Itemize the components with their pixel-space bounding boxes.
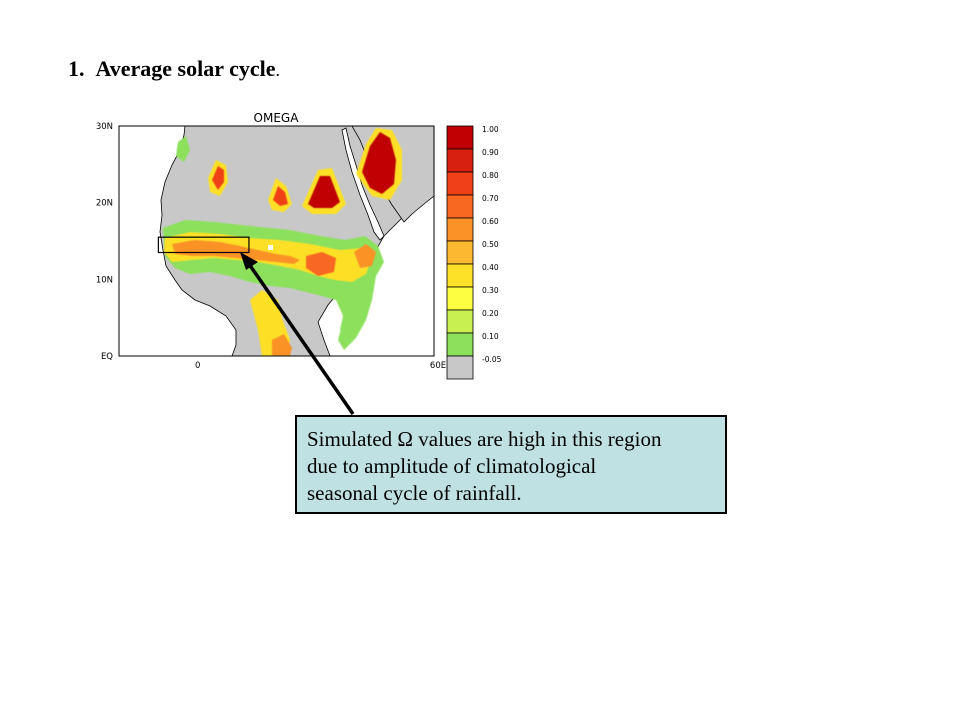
sahara-spot-west-red [212, 166, 224, 190]
latitude-label: 30N [96, 122, 113, 132]
callout-line-2: due to amplitude of climatological [307, 454, 597, 478]
highlighted-region-box [157, 236, 250, 254]
legend-swatch [446, 125, 474, 150]
heading-title: Average solar cycle [95, 56, 276, 81]
northwest-green-patch [176, 136, 190, 162]
longitude-label: 60E [430, 361, 446, 371]
ethiopia-orange [354, 244, 376, 268]
legend-swatch [446, 355, 474, 380]
heading-period: . [275, 60, 281, 80]
arabia-spot-red [362, 132, 396, 194]
map-title: OMEGA [254, 111, 300, 125]
callout-arrow [240, 252, 355, 415]
latitude-label: EQ [101, 352, 113, 362]
legend-swatch [446, 240, 474, 265]
sahara-spot-east-red [308, 176, 340, 208]
legend-label: 0.50 [482, 240, 499, 249]
legend-label: 0.20 [482, 309, 499, 318]
legend-label: 0.30 [482, 286, 499, 295]
legend-label: 0.90 [482, 148, 499, 157]
legend-label: 0.40 [482, 263, 499, 272]
legend-label: 0.10 [482, 332, 499, 341]
legend-label: 1.00 [482, 125, 499, 134]
legend-swatch [446, 194, 474, 219]
legend-label: 0.70 [482, 194, 499, 203]
missing-data-square [268, 245, 273, 250]
latitude-label: 10N [96, 275, 113, 285]
slide-heading: 1. Average solar cycle. [68, 56, 280, 82]
map-frame [118, 125, 435, 357]
latitude-labels: 30N 20N 10N EQ [96, 122, 113, 362]
south-orange-patch [272, 334, 292, 356]
legend-swatch [446, 286, 474, 311]
heading-number: 1. [68, 56, 85, 81]
legend-swatch [446, 309, 474, 334]
legend-label: 0.60 [482, 217, 499, 226]
legend-swatch [446, 263, 474, 288]
red-sea [341, 127, 385, 241]
callout-line-1: Simulated Ω values are high in this regi… [307, 427, 662, 451]
longitude-labels: 0 60E [195, 361, 446, 371]
legend-swatch [446, 148, 474, 173]
legend-label: 0.80 [482, 171, 499, 180]
sahel-orange-east [306, 252, 336, 276]
legend-label: -0.05 [482, 355, 502, 364]
color-legend: 1.00 0.90 0.80 0.70 0.60 0.50 0.40 0.30 0.20 0.10… [446, 125, 502, 380]
latitude-label: 20N [96, 199, 113, 209]
legend-swatch [446, 332, 474, 357]
callout-box: Simulated Ω values are high in this regi… [295, 415, 727, 514]
sahara-spot-mid-red [273, 186, 288, 206]
south-green-patch [340, 286, 364, 336]
longitude-label: 0 [195, 361, 200, 371]
callout-line-3: seasonal cycle of rainfall. [307, 481, 522, 505]
legend-swatch [446, 217, 474, 242]
map-content [157, 126, 434, 356]
legend-swatch [446, 171, 474, 196]
